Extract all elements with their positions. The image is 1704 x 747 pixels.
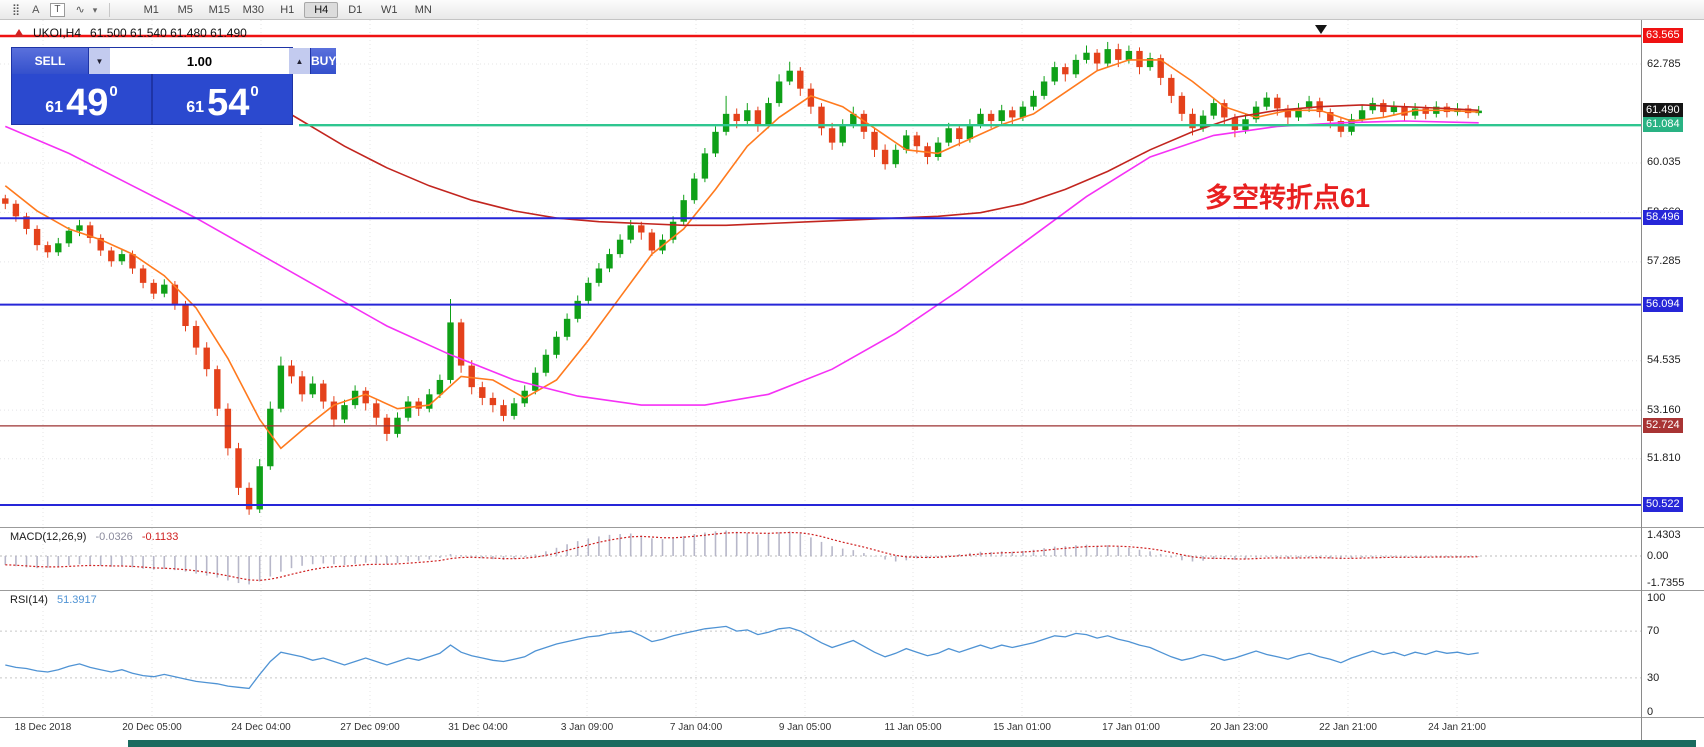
time-axis-label: 3 Jan 09:00 xyxy=(560,722,614,733)
tf-button-mn[interactable]: MN xyxy=(414,3,432,16)
tf-button-w1[interactable]: W1 xyxy=(381,3,398,16)
rsi-name: RSI(14) xyxy=(10,594,48,606)
rsi-panel-canvas[interactable] xyxy=(0,591,1641,717)
time-axis-label: 24 Jan 21:00 xyxy=(1428,722,1486,733)
buy-price-big: 54 xyxy=(207,81,250,124)
rsi-value: 51.3917 xyxy=(56,594,97,606)
time-axis-label: 18 Dec 2018 xyxy=(14,722,72,733)
drag-handle-icon[interactable]: ⣿ xyxy=(12,3,21,16)
panel-separator-rsi[interactable] xyxy=(0,590,1704,591)
volume-input[interactable] xyxy=(110,48,289,74)
time-axis-label: 22 Jan 21:00 xyxy=(1319,722,1377,733)
price-axis-label: 51.810 xyxy=(1647,452,1681,465)
price-axis-label: 53.160 xyxy=(1647,403,1681,416)
tf-button-d1[interactable]: D1 xyxy=(348,3,363,16)
indicator-axis-label: 1.4303 xyxy=(1647,529,1681,541)
ma-fast-line xyxy=(4,59,1479,450)
chart-shift-marker-icon xyxy=(1315,25,1327,34)
macd-signal-value: -0.1133 xyxy=(141,531,179,543)
price-badge-52.724: 52.724 xyxy=(1643,417,1683,433)
time-axis-label: 20 Jan 23:00 xyxy=(1210,722,1268,733)
buy-price-sup: 0 xyxy=(250,83,259,100)
indicator-axis-label: 70 xyxy=(1647,625,1660,638)
ohlc-values: 61.500 61.540 61.480 61.490 xyxy=(90,26,247,40)
toolbar-separator xyxy=(109,2,111,17)
trade-panel-divider xyxy=(151,74,153,124)
indicator-axis-label: -1.7355 xyxy=(1647,577,1685,589)
ma-slow-line xyxy=(4,120,1479,406)
tf-button-m30[interactable]: M30 xyxy=(242,3,264,16)
sell-price-prefix: 61 xyxy=(45,99,64,116)
sell-price-big: 49 xyxy=(66,81,109,124)
time-axis-label: 24 Dec 04:00 xyxy=(231,722,291,733)
macd-label: MACD(12,26,9) -0.0326 -0.1133 xyxy=(10,531,184,543)
tf-button-m5[interactable]: M5 xyxy=(177,3,193,16)
time-axis-label: 15 Jan 01:00 xyxy=(993,722,1051,733)
macd-signal-line xyxy=(5,531,1479,582)
sell-price-sup: 0 xyxy=(109,83,118,100)
rsi-grid xyxy=(0,591,1641,717)
panel-separator-macd[interactable] xyxy=(0,527,1704,528)
indicator-axis-label: 0.00 xyxy=(1647,550,1669,562)
time-axis-label: 31 Dec 04:00 xyxy=(448,722,508,733)
symbol-marker-icon xyxy=(14,29,24,37)
volume-decrease-button[interactable]: ▼ xyxy=(89,48,110,74)
price-badge-58.496: 58.496 xyxy=(1643,210,1683,226)
price-badge-56.094: 56.094 xyxy=(1643,296,1683,312)
panel-separator-timeaxis xyxy=(0,717,1704,718)
price-badge-50.522: 50.522 xyxy=(1643,497,1683,513)
chart-text-annotation: 多空转折点61 xyxy=(1205,183,1371,213)
time-axis-label: 17 Jan 01:00 xyxy=(1102,722,1160,733)
symbol-name: UKOI,H4 xyxy=(33,26,82,40)
main-chart-canvas[interactable] xyxy=(0,20,1641,527)
macd-panel-canvas[interactable] xyxy=(0,528,1641,590)
buy-price-prefix: 61 xyxy=(186,99,205,116)
time-axis-label: 9 Jan 05:00 xyxy=(778,722,832,733)
volume-increase-button[interactable]: ▲ xyxy=(289,48,310,74)
trade-panel-prices: 61 49 0 61 54 0 xyxy=(12,74,292,124)
one-click-trade-panel: SELL ▼ ▲ BUY 61 49 0 61 54 0 xyxy=(11,47,337,125)
buy-price-display[interactable]: 61 54 0 xyxy=(153,74,292,124)
bottom-strip xyxy=(128,740,1696,747)
textbox-icon[interactable]: T xyxy=(50,2,65,17)
macd-value: -0.0326 xyxy=(95,531,133,543)
time-axis-label: 7 Jan 04:00 xyxy=(669,722,723,733)
toolbar-icons: ⣿ A T ∿ ▾ xyxy=(6,2,99,18)
tf-button-m15[interactable]: M15 xyxy=(208,3,230,16)
price-badge-61.490: 61.490 xyxy=(1643,102,1683,118)
tf-button-h1[interactable]: H1 xyxy=(280,3,295,16)
toolbar: ⣿ A T ∿ ▾ M1 M5 M15 M30 H1 H4 D1 W1 MN xyxy=(0,0,1704,20)
text-label-icon[interactable]: A xyxy=(32,3,40,16)
price-axis-label: 54.535 xyxy=(1647,354,1681,367)
price-axis-label: 60.035 xyxy=(1647,156,1681,169)
price-axis-label: 57.285 xyxy=(1647,255,1681,268)
timeframe-group: M1 M5 M15 M30 H1 H4 D1 W1 MN xyxy=(134,1,440,18)
tf-button-m1[interactable]: M1 xyxy=(143,3,159,16)
chart-symbol-header: UKOI,H4 61.500 61.540 61.480 61.490 xyxy=(14,26,247,40)
time-axis-label: 11 Jan 05:00 xyxy=(884,722,942,733)
sell-button[interactable]: SELL xyxy=(12,48,89,74)
macd-name: MACD(12,26,9) xyxy=(10,531,87,543)
rsi-line xyxy=(5,625,1479,690)
buy-button[interactable]: BUY xyxy=(310,48,337,74)
indicator-polyline-icon[interactable]: ∿ xyxy=(75,3,85,16)
macd-histogram xyxy=(4,530,1480,585)
dropdown-caret-icon[interactable]: ▾ xyxy=(92,4,98,15)
price-badge-61.084: 61.084 xyxy=(1643,117,1683,133)
macd-grid xyxy=(0,528,1641,590)
indicator-axis-label: 100 xyxy=(1647,592,1666,604)
indicator-axis-label: 30 xyxy=(1647,671,1660,684)
sell-price-display[interactable]: 61 49 0 xyxy=(12,74,151,124)
price-axis-label: 62.785 xyxy=(1647,57,1681,70)
time-axis-label: 27 Dec 09:00 xyxy=(340,722,400,733)
tf-button-h4[interactable]: H4 xyxy=(304,1,339,18)
rsi-label: RSI(14) 51.3917 xyxy=(10,594,103,606)
indicator-axis-label: 0 xyxy=(1647,706,1654,718)
trade-panel-controls: SELL ▼ ▲ BUY xyxy=(12,48,337,74)
price-badge-63.565: 63.565 xyxy=(1643,28,1683,43)
price-axis-border xyxy=(1641,20,1642,741)
time-axis-label: 20 Dec 05:00 xyxy=(122,722,182,733)
